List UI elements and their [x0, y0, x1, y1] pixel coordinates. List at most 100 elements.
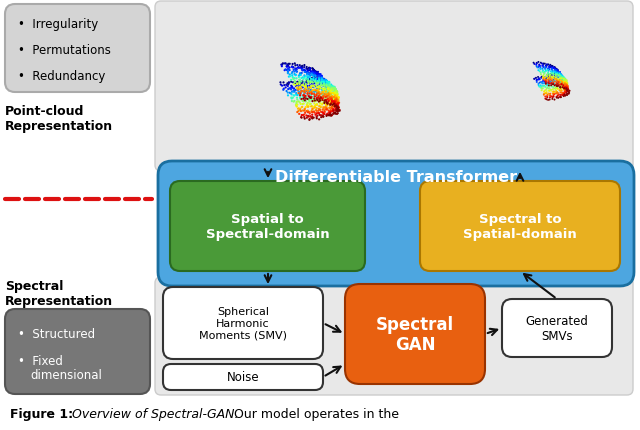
- Point: [541, 79, 551, 86]
- Text: Spatial to
Spectral-domain: Spatial to Spectral-domain: [205, 212, 330, 240]
- Point: [287, 64, 298, 71]
- Point: [301, 115, 312, 122]
- Point: [559, 86, 569, 93]
- Point: [284, 67, 294, 74]
- Point: [321, 100, 332, 107]
- Point: [554, 74, 564, 80]
- Point: [549, 97, 559, 104]
- Point: [285, 86, 295, 92]
- Text: Spherical
Harmonic
Moments (SMV): Spherical Harmonic Moments (SMV): [199, 307, 287, 340]
- Point: [332, 98, 342, 104]
- Point: [560, 89, 570, 96]
- Point: [332, 101, 342, 108]
- Point: [327, 102, 337, 109]
- Point: [556, 94, 566, 101]
- Point: [328, 106, 338, 113]
- Point: [326, 85, 336, 92]
- Point: [539, 92, 549, 99]
- Point: [318, 76, 328, 83]
- Point: [319, 111, 330, 118]
- Point: [551, 66, 561, 73]
- Point: [324, 98, 335, 104]
- Point: [289, 76, 299, 83]
- Point: [543, 80, 554, 87]
- Point: [330, 101, 340, 108]
- Point: [561, 83, 572, 89]
- Point: [331, 89, 341, 96]
- Point: [327, 93, 337, 100]
- Point: [557, 90, 567, 97]
- Point: [559, 80, 570, 87]
- Point: [330, 94, 340, 101]
- Point: [308, 106, 319, 113]
- Point: [322, 81, 332, 88]
- Point: [551, 79, 561, 86]
- Point: [317, 77, 328, 84]
- Point: [322, 107, 332, 114]
- Point: [293, 90, 303, 97]
- Point: [545, 75, 555, 82]
- Point: [312, 96, 322, 103]
- Point: [328, 96, 339, 103]
- Point: [332, 99, 342, 106]
- Point: [554, 81, 564, 88]
- Point: [308, 98, 319, 104]
- Point: [330, 89, 340, 96]
- Point: [308, 109, 318, 116]
- Point: [291, 100, 301, 107]
- Point: [541, 81, 551, 88]
- Point: [332, 92, 342, 99]
- Point: [555, 73, 565, 80]
- Point: [541, 77, 551, 84]
- Point: [306, 104, 316, 111]
- Point: [318, 95, 328, 102]
- Point: [558, 79, 568, 86]
- Point: [548, 71, 558, 78]
- Point: [296, 80, 306, 87]
- Point: [314, 106, 324, 113]
- Point: [319, 89, 329, 96]
- Point: [296, 89, 306, 95]
- Point: [319, 106, 329, 113]
- Point: [276, 64, 287, 71]
- Point: [545, 78, 555, 85]
- Point: [560, 82, 570, 89]
- Point: [294, 73, 304, 80]
- Point: [332, 101, 342, 108]
- Point: [317, 102, 328, 109]
- Point: [308, 79, 319, 86]
- Point: [555, 82, 565, 89]
- Point: [316, 71, 326, 78]
- Point: [325, 87, 335, 94]
- Point: [541, 68, 551, 75]
- Point: [311, 70, 321, 77]
- Point: [321, 79, 332, 86]
- Point: [537, 86, 547, 93]
- Point: [301, 79, 311, 86]
- Point: [301, 104, 311, 111]
- Point: [556, 82, 566, 89]
- Point: [303, 90, 313, 97]
- Point: [555, 81, 565, 88]
- Point: [316, 83, 326, 90]
- Point: [301, 96, 311, 103]
- Point: [307, 69, 317, 76]
- FancyBboxPatch shape: [155, 2, 633, 172]
- Point: [302, 80, 312, 87]
- Point: [548, 74, 559, 81]
- Point: [547, 68, 557, 75]
- Point: [547, 67, 557, 74]
- Point: [545, 62, 556, 69]
- Point: [556, 73, 566, 80]
- Point: [324, 84, 335, 91]
- Point: [552, 67, 563, 74]
- Point: [301, 69, 311, 76]
- Point: [330, 85, 340, 92]
- Point: [326, 105, 337, 112]
- Point: [542, 95, 552, 101]
- Point: [317, 89, 328, 96]
- Point: [557, 78, 567, 85]
- Point: [556, 90, 566, 97]
- Point: [296, 89, 306, 96]
- Point: [540, 84, 550, 91]
